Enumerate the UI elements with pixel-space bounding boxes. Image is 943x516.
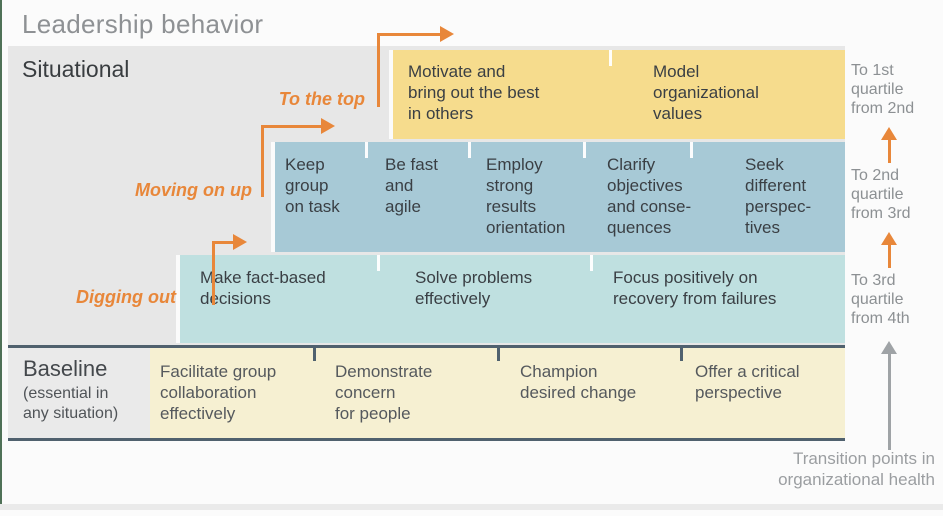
baseline-sublabel: (essential in any situation) <box>23 385 119 422</box>
band-cell: Employ strong results orientation <box>486 155 566 238</box>
transition-label: To 1st quartile from 2nd <box>851 62 915 117</box>
baseline-label-box: Baseline (essential in any situation) <box>8 348 150 438</box>
band-digging-out: Make fact-based decisions Solve problems… <box>180 255 845 343</box>
cell-divider <box>365 142 368 158</box>
band-baseline: Baseline (essential in any situation) Fa… <box>8 345 845 441</box>
cell-divider <box>609 50 612 66</box>
band-cell: Motivate and bring out the best in other… <box>408 62 540 124</box>
baseline-label: Baseline <box>23 356 108 381</box>
left-edge-line <box>0 0 2 505</box>
band-cell: Keep group on task <box>285 155 340 217</box>
cell-divider <box>313 348 316 361</box>
cell-divider <box>680 348 683 361</box>
transition-label: To 3rd quartile from 4th <box>851 272 910 327</box>
cell-divider <box>690 142 693 158</box>
label-moving-on-up: Moving on up <box>135 180 252 200</box>
band-cell: Solve problems effectively <box>415 268 533 309</box>
cell-divider <box>377 255 380 271</box>
right-caption: Transition points in organizational heal… <box>778 449 935 489</box>
band-to-the-top: Motivate and bring out the best in other… <box>393 50 845 139</box>
label-to-the-top: To the top <box>278 89 365 109</box>
band-cell: Focus positively on recovery from failur… <box>613 268 777 309</box>
cell-divider <box>583 142 586 158</box>
cell-divider <box>590 255 593 271</box>
band-cell: Demonstrate concern for people <box>335 362 433 424</box>
band-cell: Seek different perspec- tives <box>745 155 812 238</box>
bottom-edge-strip <box>0 504 943 510</box>
cell-divider <box>468 142 471 158</box>
band-cell: Be fast and agile <box>385 155 438 217</box>
band-cell: Clarify objectives and conse- quences <box>607 155 692 238</box>
band-cell: Facilitate group collaboration effective… <box>160 362 277 424</box>
band-cell: Model organizational values <box>653 62 759 124</box>
label-digging-out: Digging out <box>76 287 176 307</box>
cell-divider <box>497 348 500 361</box>
figure-title: Leadership behavior <box>22 9 264 39</box>
band-moving-on-up: Keep group on task Be fast and agile Emp… <box>275 142 845 252</box>
band-cell: Make fact-based decisions <box>200 268 326 309</box>
band-cell: Offer a critical perspective <box>695 362 800 403</box>
band-cell: Champion desired change <box>520 362 637 403</box>
situational-label: Situational <box>22 56 130 82</box>
transition-label: To 2nd quartile from 3rd <box>851 167 911 222</box>
